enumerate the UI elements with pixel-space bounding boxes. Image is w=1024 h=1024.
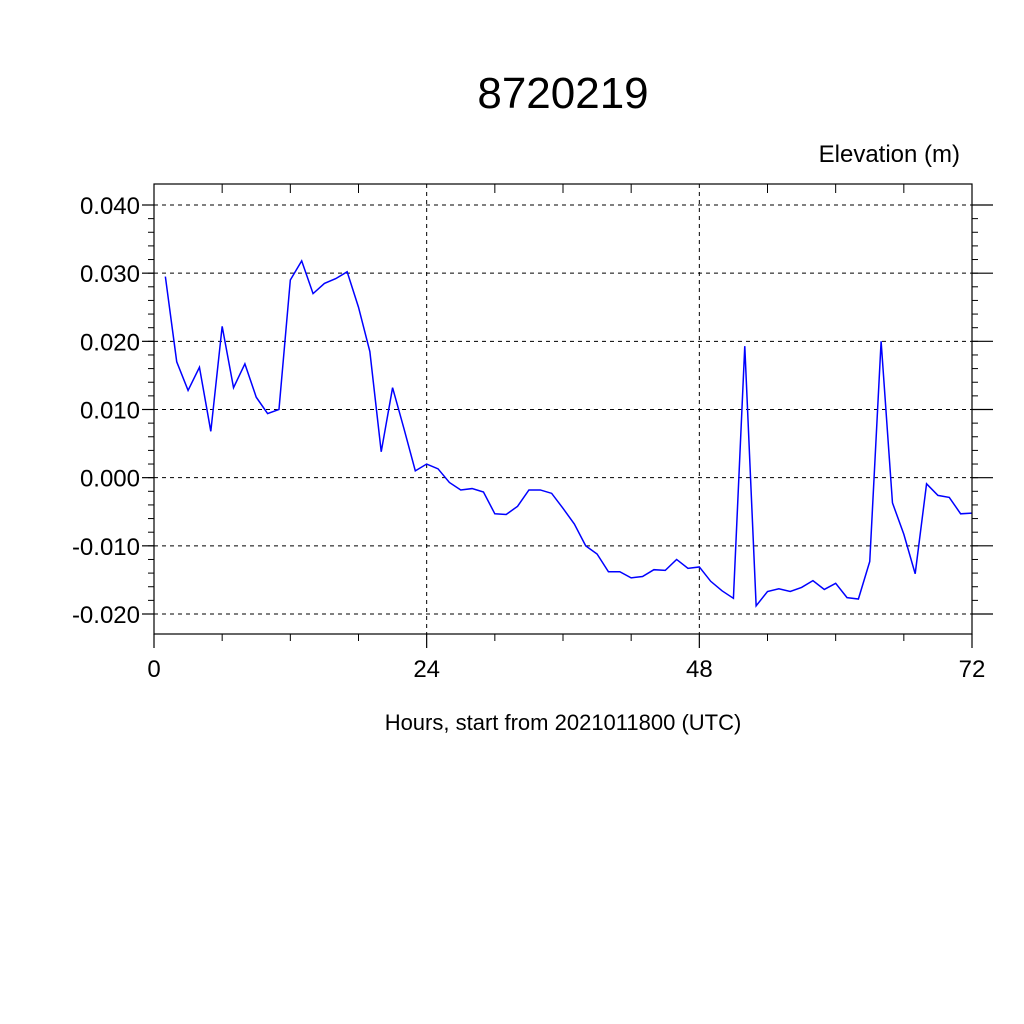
y-tick-label: 0.010 xyxy=(80,398,140,425)
x-tick-label: 0 xyxy=(147,656,160,683)
y-tick-label: 0.040 xyxy=(80,193,140,220)
y-tick-label: 0.000 xyxy=(80,466,140,493)
x-tick-label: 24 xyxy=(413,656,440,683)
chart-title: 8720219 xyxy=(477,69,648,118)
plot-frame xyxy=(153,183,973,635)
tick-labels: -0.020 -0.010 0.000 0.010 0.020 0.030 0.040 0 24… xyxy=(72,193,985,683)
y-tick-label: 0.020 xyxy=(80,329,140,356)
x-axis-label: Hours, start from 2021011800 (UTC) xyxy=(385,710,742,735)
y-tick-label: -0.020 xyxy=(72,602,140,629)
x-tick-label: 48 xyxy=(686,656,713,683)
chart-subtitle: Elevation (m) xyxy=(819,141,960,168)
grid-lines xyxy=(153,184,973,634)
series-line xyxy=(164,259,973,608)
x-tick-label: 72 xyxy=(959,656,986,683)
y-tick-label: -0.010 xyxy=(72,534,140,561)
y-tick-label: 0.030 xyxy=(80,261,140,288)
axis-ticks xyxy=(142,184,993,648)
